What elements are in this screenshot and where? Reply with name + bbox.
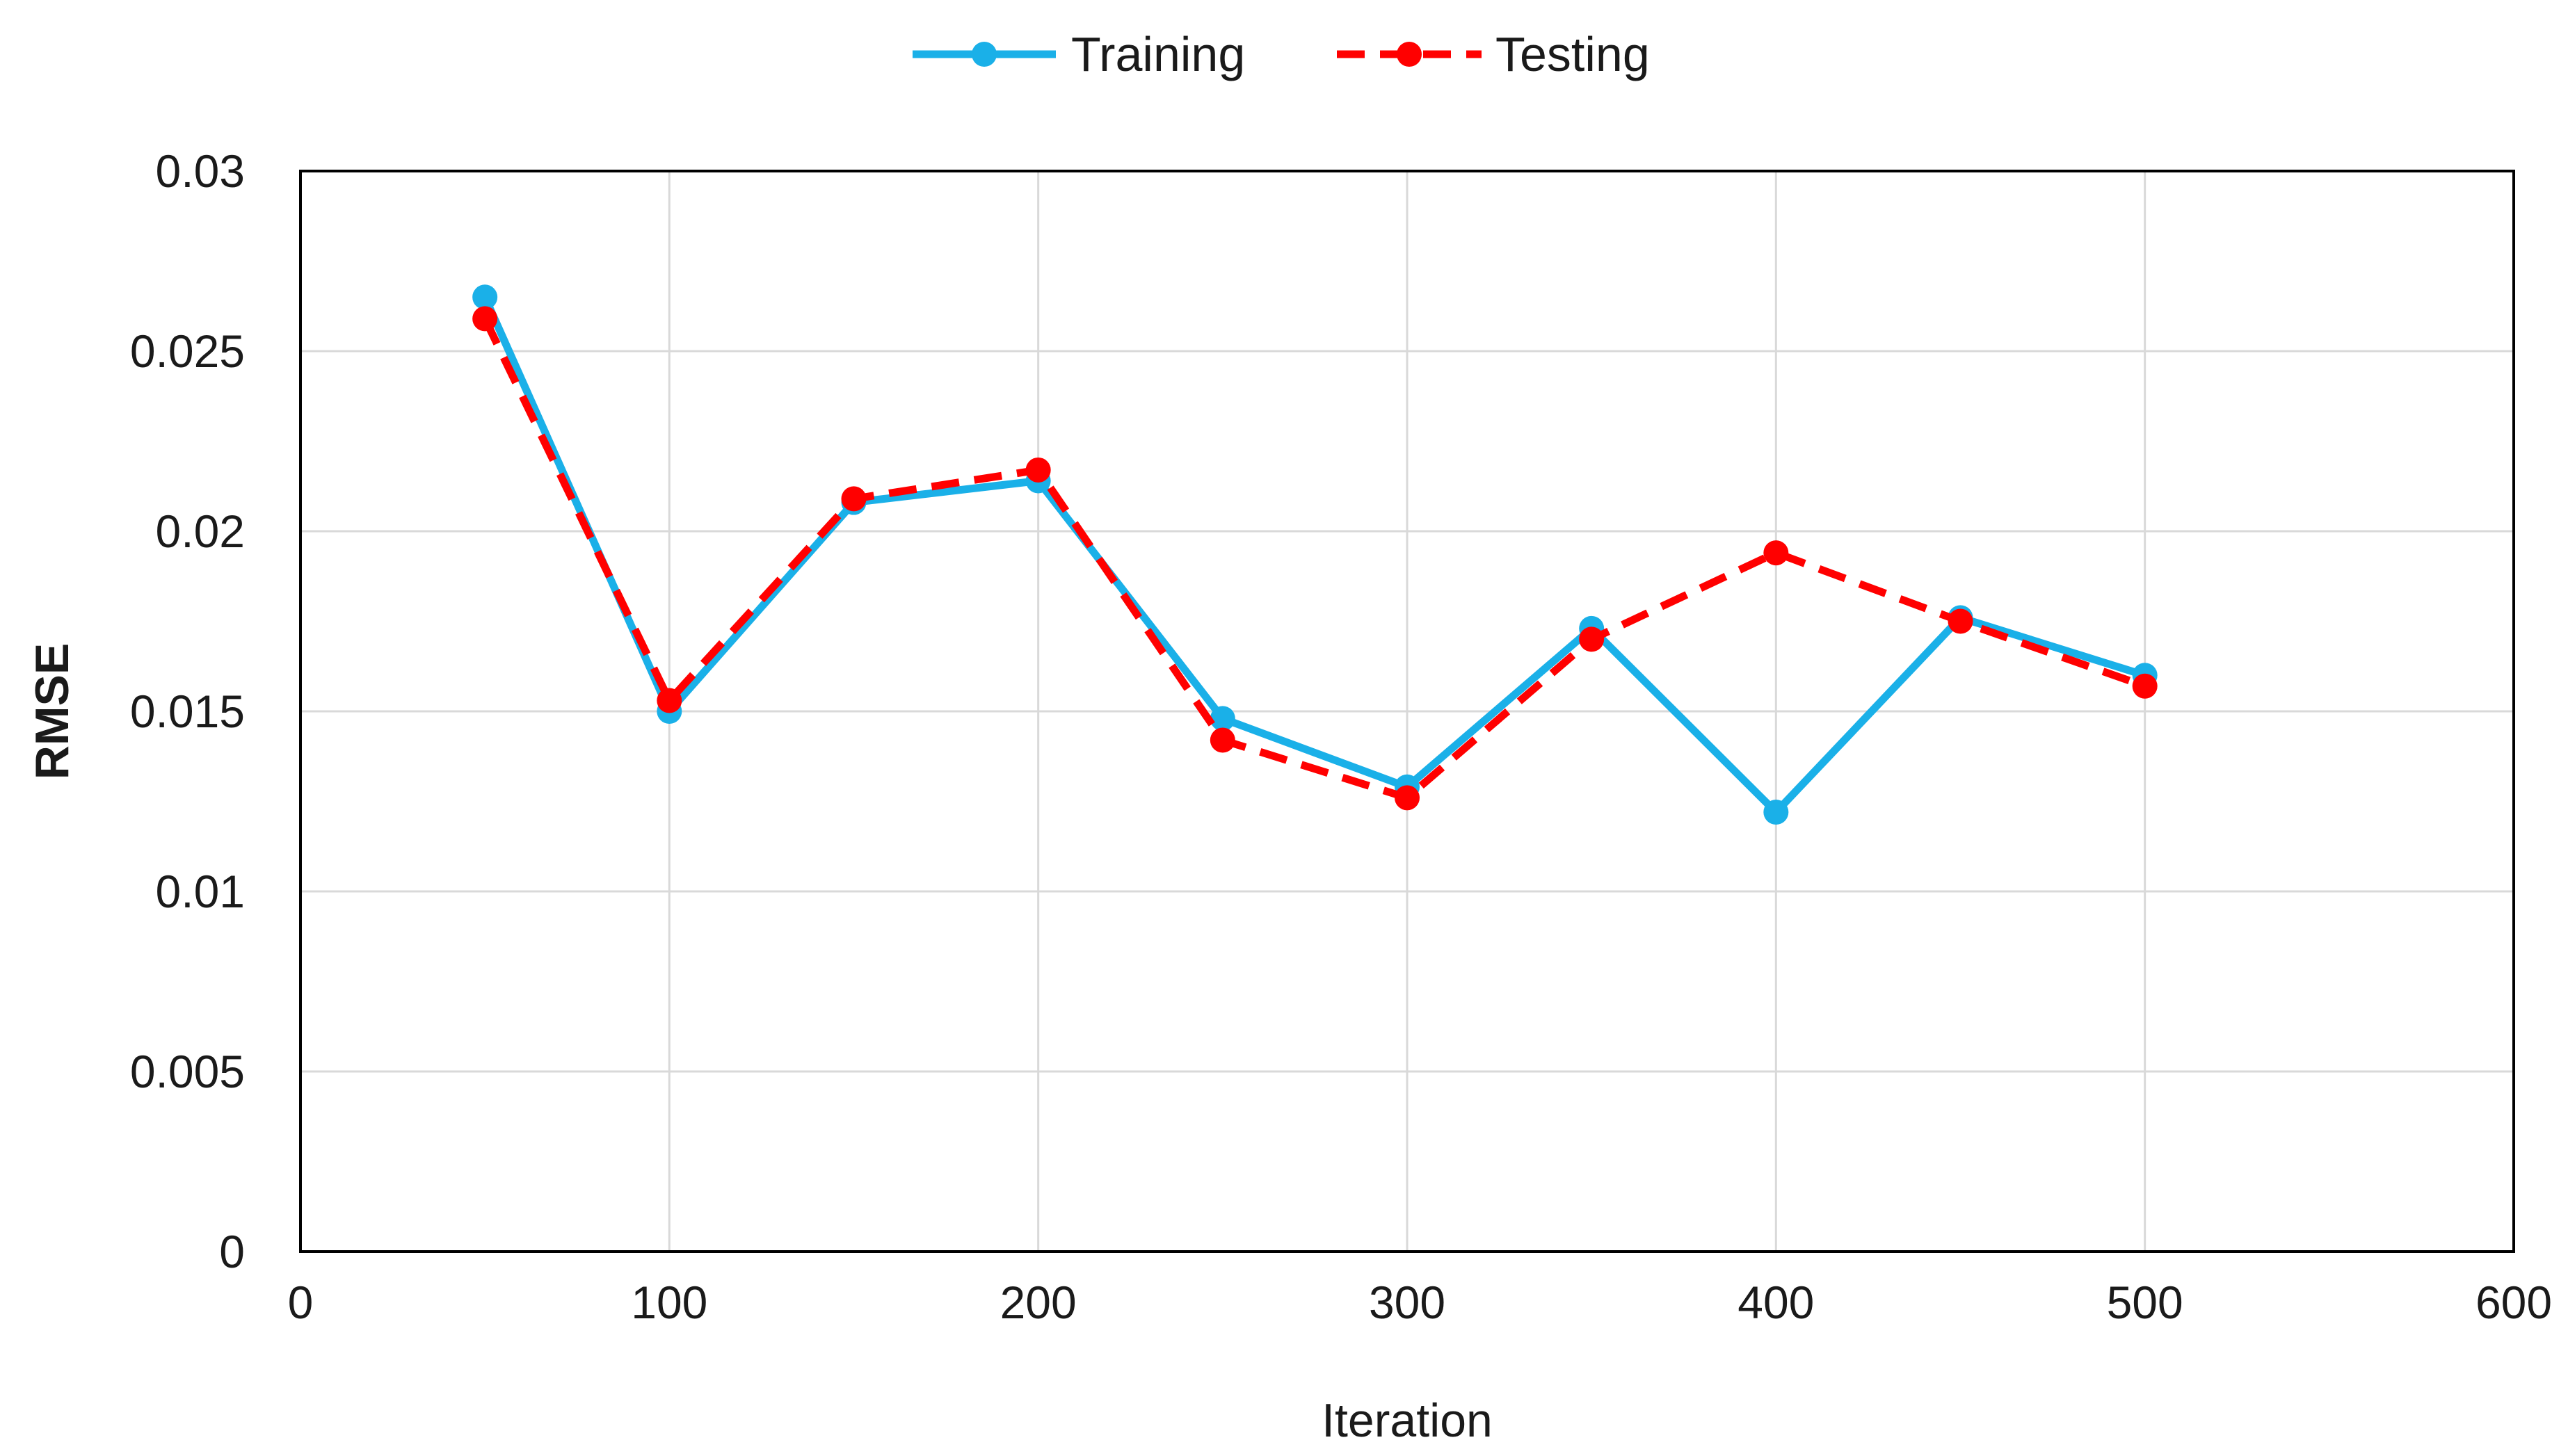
y-tick-label: 0.02 [156,505,245,557]
legend-marker [1397,42,1422,67]
data-point [1210,706,1235,731]
data-point [472,306,498,332]
plot-area-frame [299,170,2515,1253]
data-point [1948,608,1973,634]
data-point [1763,540,1789,566]
y-tick-label: 0.015 [130,686,245,737]
legend-marker [972,42,997,67]
grid-lines [300,171,2514,1252]
x-tick-label: 300 [1369,1277,1445,1328]
x-tick-label: 500 [2107,1277,2183,1328]
y-axis-title: RMSE [26,643,79,779]
x-tick-label: 0 [288,1277,314,1328]
y-tick-label: 0.01 [156,866,245,917]
data-point [841,486,867,512]
data-point [1579,626,1605,652]
series-testing [472,306,2158,811]
y-tick-label: 0.005 [130,1046,245,1097]
data-point [1763,800,1789,825]
legend-label: Training [1071,27,1245,81]
legend-item-testing: Testing [1337,27,1650,81]
x-axis-tick-labels: 0 100 200 300 400 500 600 [288,1277,2552,1328]
x-axis-title: Iteration [1322,1394,1493,1447]
x-tick-label: 100 [631,1277,707,1328]
series-line [481,296,2146,816]
x-tick-label: 400 [1738,1277,1814,1328]
series-line [481,316,2146,802]
series-training [472,284,2158,825]
y-tick-label: 0 [219,1226,245,1277]
data-point [1210,727,1235,753]
legend: Training Testing [913,27,1650,81]
x-tick-label: 600 [2475,1277,2552,1328]
x-tick-label: 200 [1000,1277,1077,1328]
legend-label: Testing [1495,27,1650,81]
data-point [2132,673,2158,699]
data-point [472,284,498,310]
legend-item-training: Training [913,27,1245,81]
data-point [657,688,682,713]
data-point [1395,785,1420,811]
y-axis-tick-labels: 0 0.005 0.01 0.015 0.02 0.025 0.03 [130,145,245,1277]
y-tick-label: 0.025 [130,325,245,377]
data-point [1025,457,1051,483]
data-series [472,284,2158,825]
y-tick-label: 0.03 [156,145,245,197]
